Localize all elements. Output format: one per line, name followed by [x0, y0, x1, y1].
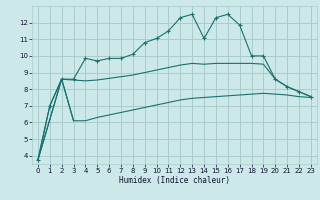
X-axis label: Humidex (Indice chaleur): Humidex (Indice chaleur) — [119, 176, 230, 185]
